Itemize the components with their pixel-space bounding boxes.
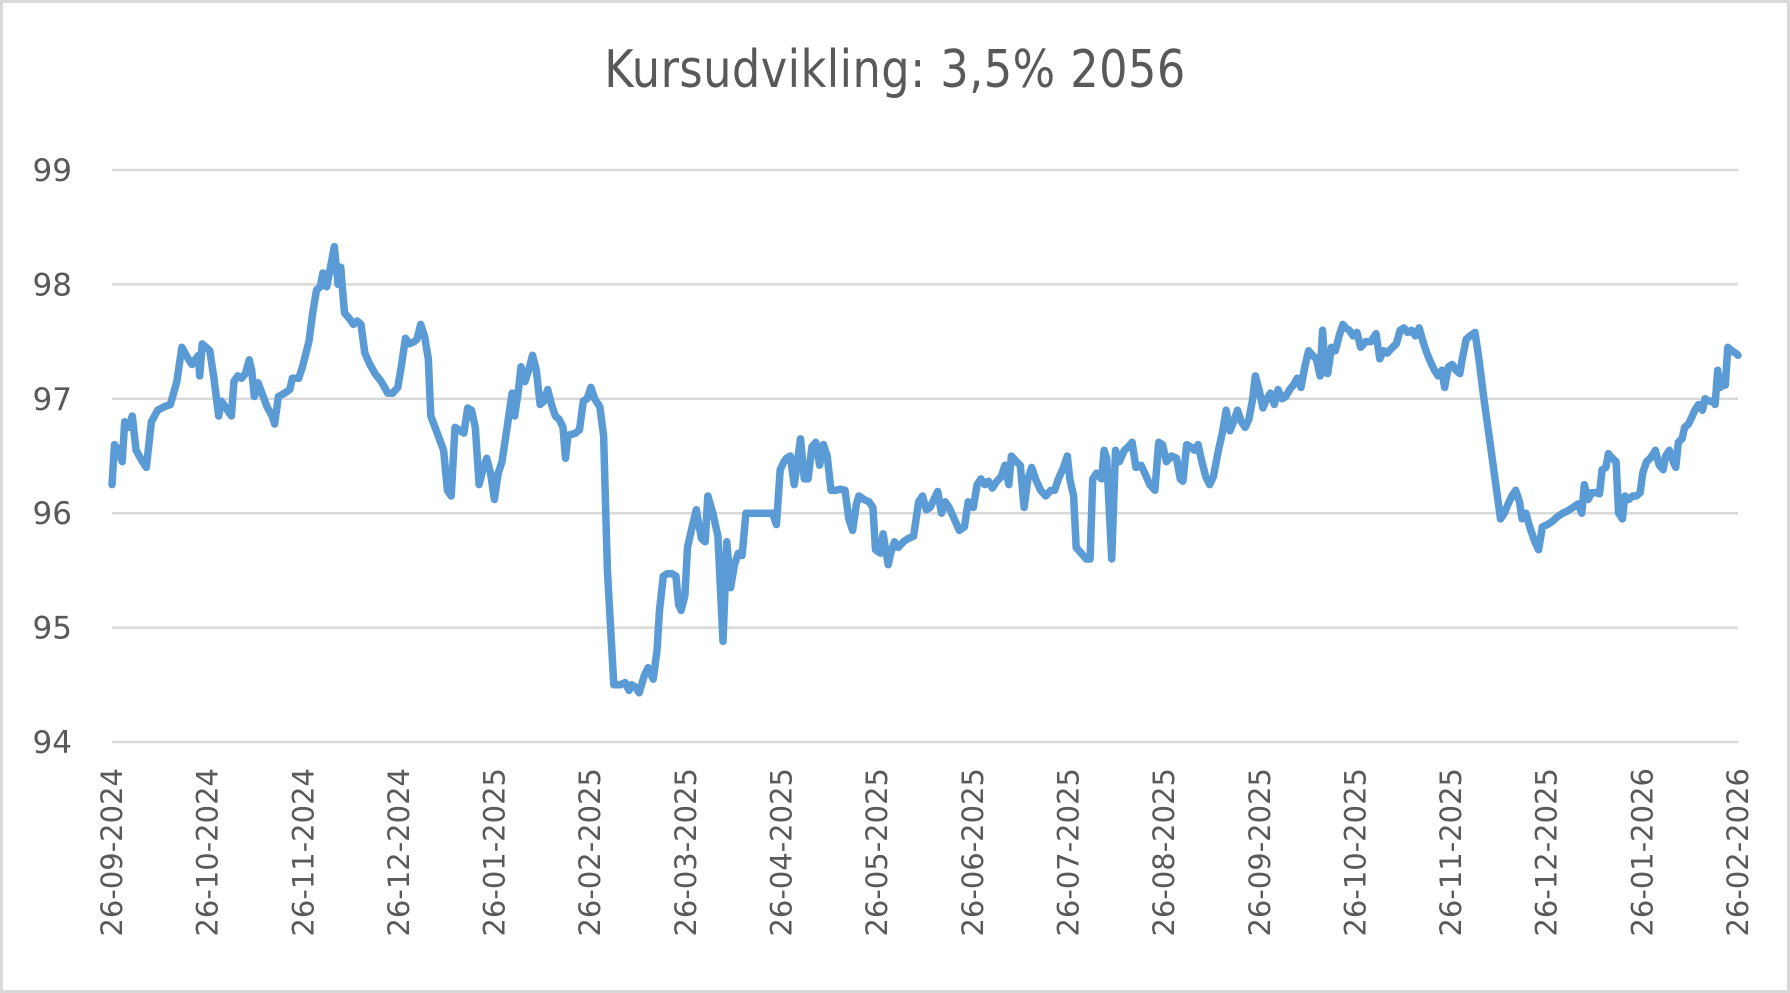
price-line (108, 242, 1742, 697)
x-tick-label: 26-08-2025 (1147, 768, 1181, 937)
y-tick-label: 95 (33, 611, 72, 647)
x-tick-label: 26-02-2026 (1721, 768, 1755, 937)
y-tick-label: 99 (33, 153, 72, 189)
x-tick-label: 26-12-2025 (1530, 768, 1564, 937)
x-tick-label: 26-01-2026 (1625, 768, 1659, 937)
x-tick-label: 26-10-2025 (1338, 768, 1372, 937)
y-tick-label: 94 (33, 725, 72, 761)
y-tick-label: 97 (33, 382, 72, 418)
x-tick-label: 26-11-2024 (286, 768, 320, 937)
x-tick-label: 26-12-2024 (382, 768, 416, 937)
x-tick-label: 26-07-2025 (1051, 768, 1085, 937)
x-tick-label: 26-10-2024 (191, 768, 225, 937)
x-tick-label: 26-06-2025 (956, 768, 990, 937)
x-tick-label: 26-05-2025 (860, 768, 894, 937)
y-tick-label: 96 (33, 496, 72, 532)
x-tick-label: 26-01-2025 (478, 768, 512, 937)
chart-title: Kursudvikling: 3,5% 2056 (604, 40, 1186, 100)
x-axis-labels: 26-09-2024 26-10-2024 26-11-2024 26-12-2024… (95, 768, 1755, 937)
y-tick-label: 98 (33, 267, 72, 303)
x-tick-label: 26-09-2025 (1243, 768, 1277, 937)
y-axis-labels: 94 95 96 97 98 99 (33, 153, 72, 761)
x-tick-label: 26-04-2025 (765, 768, 799, 937)
x-tick-label: 26-09-2024 (95, 768, 129, 937)
x-tick-label: 26-03-2025 (669, 768, 703, 937)
x-tick-label: 26-11-2025 (1434, 768, 1468, 937)
x-tick-label: 26-02-2025 (573, 768, 607, 937)
